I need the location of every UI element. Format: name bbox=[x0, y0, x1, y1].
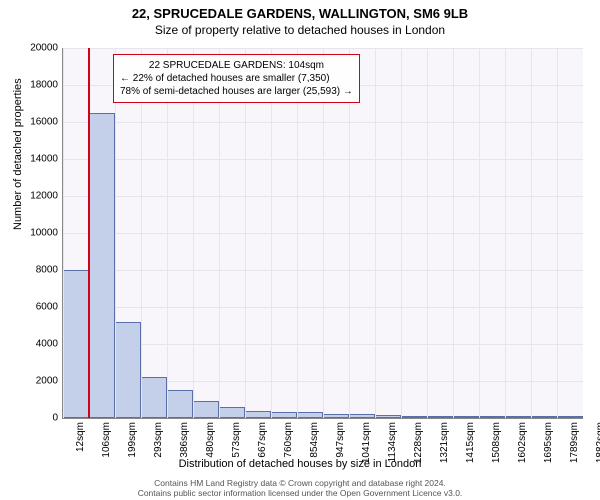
xtick-label: 1602sqm bbox=[517, 422, 528, 463]
xtick-label: 1695sqm bbox=[543, 422, 554, 463]
gridline-v bbox=[297, 48, 298, 418]
ytick-label: 10000 bbox=[8, 228, 58, 239]
ytick-label: 12000 bbox=[8, 191, 58, 202]
xtick-label: 106sqm bbox=[101, 422, 112, 458]
histogram-bar bbox=[89, 113, 115, 418]
gridline-v bbox=[453, 48, 454, 418]
ytick-label: 2000 bbox=[8, 376, 58, 387]
xtick-label: 199sqm bbox=[127, 422, 138, 458]
xtick-label: 386sqm bbox=[179, 422, 190, 458]
footer-line1: Contains HM Land Registry data © Crown c… bbox=[0, 478, 600, 488]
xtick-label: 1321sqm bbox=[439, 422, 450, 463]
ytick-label: 8000 bbox=[8, 265, 58, 276]
gridline-v bbox=[141, 48, 142, 418]
gridline-v bbox=[245, 48, 246, 418]
footer-line2: Contains public sector information licen… bbox=[0, 488, 600, 498]
gridline-v bbox=[115, 48, 116, 418]
xtick-label: 760sqm bbox=[283, 422, 294, 458]
gridline-v bbox=[401, 48, 402, 418]
annotation-line1: 22 SPRUCEDALE GARDENS: 104sqm bbox=[120, 59, 353, 72]
xtick-label: 480sqm bbox=[205, 422, 216, 458]
annotation-box: 22 SPRUCEDALE GARDENS: 104sqm ← 22% of d… bbox=[113, 54, 360, 103]
histogram-bar bbox=[505, 416, 531, 418]
histogram-bar bbox=[557, 416, 583, 418]
histogram-bar bbox=[427, 416, 453, 418]
histogram-bar bbox=[193, 401, 219, 418]
histogram-bar bbox=[375, 415, 401, 418]
plot-area: 22 SPRUCEDALE GARDENS: 104sqm ← 22% of d… bbox=[62, 48, 583, 419]
gridline-v bbox=[323, 48, 324, 418]
gridline-v bbox=[219, 48, 220, 418]
histogram-bar bbox=[479, 416, 505, 418]
xtick-label: 293sqm bbox=[153, 422, 164, 458]
gridline-v bbox=[63, 48, 64, 418]
histogram-bar bbox=[245, 411, 271, 418]
gridline-v bbox=[167, 48, 168, 418]
chart-container: 22, SPRUCEDALE GARDENS, WALLINGTON, SM6 … bbox=[0, 0, 600, 500]
histogram-bar bbox=[63, 270, 89, 418]
ytick-label: 6000 bbox=[8, 302, 58, 313]
gridline-v bbox=[349, 48, 350, 418]
gridline-v bbox=[271, 48, 272, 418]
marker-line bbox=[88, 48, 90, 418]
annotation-line2: ← 22% of detached houses are smaller (7,… bbox=[120, 72, 353, 85]
gridline-v bbox=[479, 48, 480, 418]
x-axis-label: Distribution of detached houses by size … bbox=[0, 458, 600, 470]
histogram-bar bbox=[297, 412, 323, 418]
histogram-bar bbox=[219, 407, 245, 418]
xtick-label: 1508sqm bbox=[491, 422, 502, 463]
histogram-bar bbox=[141, 377, 167, 418]
xtick-label: 947sqm bbox=[335, 422, 346, 458]
histogram-bar bbox=[271, 412, 297, 418]
gridline-v bbox=[505, 48, 506, 418]
histogram-bar bbox=[167, 390, 193, 418]
ytick-label: 14000 bbox=[8, 154, 58, 165]
ytick-label: 18000 bbox=[8, 80, 58, 91]
histogram-bar bbox=[453, 416, 479, 418]
histogram-bar bbox=[401, 416, 427, 418]
chart-subtitle: Size of property relative to detached ho… bbox=[0, 21, 600, 37]
xtick-label: 1228sqm bbox=[413, 422, 424, 463]
ytick-label: 4000 bbox=[8, 339, 58, 350]
xtick-label: 1415sqm bbox=[465, 422, 476, 463]
ytick-label: 16000 bbox=[8, 117, 58, 128]
xtick-label: 573sqm bbox=[231, 422, 242, 458]
gridline-v bbox=[557, 48, 558, 418]
ytick-label: 0 bbox=[8, 413, 58, 424]
gridline-v bbox=[193, 48, 194, 418]
histogram-bar bbox=[531, 416, 557, 418]
histogram-bar bbox=[323, 414, 349, 418]
gridline-v bbox=[427, 48, 428, 418]
histogram-bar bbox=[349, 414, 375, 418]
xtick-label: 667sqm bbox=[257, 422, 268, 458]
gridline-v bbox=[531, 48, 532, 418]
footer-text: Contains HM Land Registry data © Crown c… bbox=[0, 478, 600, 498]
xtick-label: 1882sqm bbox=[595, 422, 600, 463]
histogram-bar bbox=[115, 322, 141, 418]
xtick-label: 12sqm bbox=[75, 422, 86, 452]
annotation-line3: 78% of semi-detached houses are larger (… bbox=[120, 85, 353, 98]
xtick-label: 1041sqm bbox=[361, 422, 372, 463]
xtick-label: 1789sqm bbox=[569, 422, 580, 463]
xtick-label: 1134sqm bbox=[387, 422, 398, 462]
chart-title: 22, SPRUCEDALE GARDENS, WALLINGTON, SM6 … bbox=[0, 0, 600, 21]
gridline-v bbox=[375, 48, 376, 418]
xtick-label: 854sqm bbox=[309, 422, 320, 458]
ytick-label: 20000 bbox=[8, 43, 58, 54]
